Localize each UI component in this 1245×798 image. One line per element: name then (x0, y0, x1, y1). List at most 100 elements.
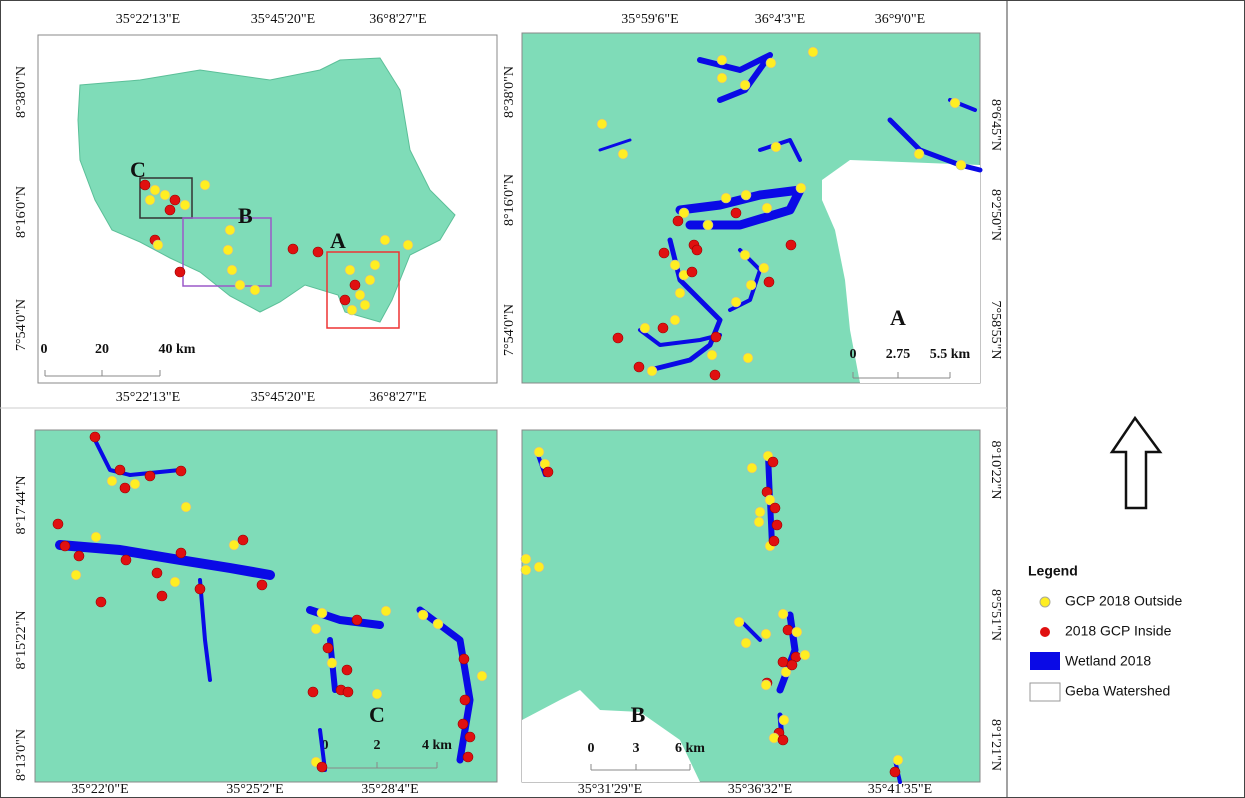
gcp-point (60, 541, 70, 551)
gcp-point (707, 350, 717, 360)
coord-label: 7°54'0"N (14, 299, 29, 351)
panel-label: A (890, 305, 906, 330)
gcp-point (342, 665, 352, 675)
area-label: B (238, 203, 253, 228)
gcp-point (120, 483, 130, 493)
gcp-point (754, 517, 764, 527)
gcp-point (176, 466, 186, 476)
gcp-point (115, 465, 125, 475)
gcp-point (350, 280, 360, 290)
gcp-point (764, 277, 774, 287)
gcp-point (618, 149, 628, 159)
gcp-point (766, 58, 776, 68)
gcp-point (458, 719, 468, 729)
gcp-point (238, 535, 248, 545)
gcp-point (796, 183, 806, 193)
coord-label: 35°36'32"E (728, 782, 792, 797)
gcp-point (647, 366, 657, 376)
gcp-point (772, 520, 782, 530)
gcp-point (673, 216, 683, 226)
coord-label: 8°15'22"N (14, 611, 29, 670)
coord-label: 8°10'22"N (988, 441, 1003, 500)
gcp-point (317, 762, 327, 772)
gcp-point (477, 671, 487, 681)
coord-label: 35°31'29"E (578, 782, 642, 797)
coord-label: 8°6'45"N (988, 99, 1003, 151)
gcp-point (235, 280, 245, 290)
gcp-point (311, 624, 321, 634)
coord-label: 8°5'51"N (988, 589, 1003, 641)
coord-label: 35°59'6"E (621, 12, 678, 27)
gcp-point (317, 608, 327, 618)
coord-label: 7°54'0"N (502, 304, 517, 356)
coord-label: 35°22'0"E (71, 782, 128, 797)
gcp-point (534, 562, 544, 572)
gcp-point (634, 362, 644, 372)
gcp-point (370, 260, 380, 270)
coord-label: 35°22'13"E (116, 390, 180, 405)
area-label: A (330, 228, 346, 253)
coord-label: 36°9'0"E (875, 12, 925, 27)
area-label: C (130, 157, 146, 182)
gcp-point (770, 503, 780, 513)
gcp-point (157, 591, 167, 601)
gcp-point (150, 185, 160, 195)
gcp-point (372, 689, 382, 699)
gcp-point (741, 190, 751, 200)
coord-label: 8°16'0"N (14, 186, 29, 238)
scale-label: 2 (374, 738, 381, 753)
map-figure: C B A 35°22'13"E 35°45'20"E 36°8'27"E 35… (0, 0, 1245, 798)
gcp-point (778, 735, 788, 745)
scale-label: 40 km (159, 342, 196, 357)
scale-label: 0 (850, 347, 857, 362)
gcp-point (755, 507, 765, 517)
gcp-point (352, 615, 362, 625)
gcp-point (746, 280, 756, 290)
gcp-point (71, 570, 81, 580)
gcp-point (130, 479, 140, 489)
gcp-point (459, 654, 469, 664)
gcp-point (759, 263, 769, 273)
coord-label: 36°8'27"E (369, 12, 426, 27)
gcp-point (761, 680, 771, 690)
coord-label: 35°41'35"E (868, 782, 932, 797)
gcp-point (703, 220, 713, 230)
gcp-point (521, 565, 531, 575)
gcp-point (783, 625, 793, 635)
gcp-point (779, 715, 789, 725)
gcp-point (659, 248, 669, 258)
legend-symbol (1030, 652, 1060, 670)
gcp-point (91, 532, 101, 542)
gcp-point (741, 638, 751, 648)
gcp-point (778, 657, 788, 667)
gcp-point (257, 580, 267, 590)
gcp-point (743, 353, 753, 363)
gcp-point (403, 240, 413, 250)
gcp-point (433, 619, 443, 629)
gcp-point (711, 332, 721, 342)
gcp-point (670, 315, 680, 325)
gcp-point (145, 471, 155, 481)
gcp-point (170, 577, 180, 587)
gcp-point (734, 617, 744, 627)
gcp-point (762, 203, 772, 213)
scale-label: 3 (633, 741, 640, 756)
gcp-point (731, 208, 741, 218)
coord-label: 35°45'20"E (251, 390, 315, 405)
gcp-point (740, 250, 750, 260)
scale-label: 2.75 (886, 347, 911, 362)
panel-label: C (369, 702, 385, 727)
gcp-point (731, 297, 741, 307)
gcp-point (950, 98, 960, 108)
gcp-point (808, 47, 818, 57)
gcp-point (250, 285, 260, 295)
scale-label: 4 km (422, 738, 452, 753)
gcp-point (521, 554, 531, 564)
gcp-point (180, 200, 190, 210)
gcp-point (340, 295, 350, 305)
gcp-point (534, 447, 544, 457)
scale-label: 0 (588, 741, 595, 756)
gcp-point (223, 245, 233, 255)
coord-label: 35°45'20"E (251, 12, 315, 27)
gcp-point (687, 267, 697, 277)
